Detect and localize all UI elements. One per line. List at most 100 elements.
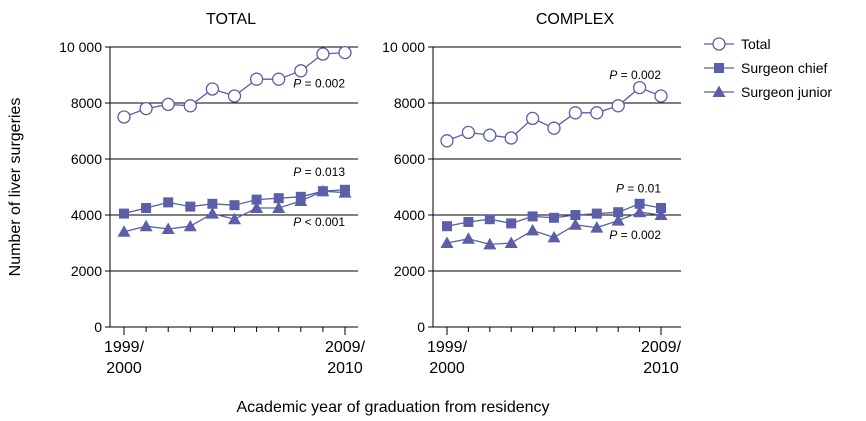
- y-tick-label: 0: [94, 319, 102, 335]
- data-point-surgeon-chief: [207, 198, 218, 209]
- data-point-surgeon-junior: [161, 222, 175, 234]
- p-value-annotation: P = 0.01: [616, 182, 661, 196]
- data-point-total: [117, 110, 131, 124]
- data-point-total: [611, 99, 625, 113]
- data-point-surgeon-junior: [483, 237, 497, 250]
- legend-label-total: Total: [741, 36, 771, 52]
- data-point-surgeon-chief: [527, 211, 538, 222]
- chart-panel-complex: COMPLEX 0 2000 4000 6000 8000 10 000 1999/2000 2…: [382, 11, 681, 377]
- legend-label-surgeon-chief: Surgeon chief: [741, 60, 828, 76]
- data-point-total: [316, 47, 330, 61]
- y-tick-label: 2000: [394, 263, 425, 279]
- data-point-total: [272, 72, 286, 86]
- legend-marker-surgeon-junior: [712, 85, 726, 97]
- data-point-surgeon-junior: [139, 219, 153, 232]
- data-point-surgeon-junior: [228, 212, 241, 225]
- data-point-surgeon-junior: [654, 208, 668, 220]
- p-value-annotation: P = 0.002: [293, 77, 345, 91]
- legend-marker-surgeon-chief: [714, 63, 724, 73]
- data-point-surgeon-junior: [294, 194, 308, 206]
- panel-title: TOTAL: [206, 11, 256, 28]
- y-tick-label: 2000: [71, 263, 102, 279]
- data-point-total: [161, 97, 175, 112]
- data-point-surgeon-chief: [442, 221, 452, 232]
- p-value-annotation: P = 0.002: [609, 228, 661, 242]
- data-point-surgeon-junior: [316, 184, 330, 197]
- x-tick-label: 2009/: [641, 339, 682, 356]
- data-point-surgeon-chief: [141, 203, 152, 213]
- data-point-surgeon-chief: [656, 203, 666, 213]
- data-point-surgeon-junior: [568, 218, 582, 230]
- data-point-surgeon-chief: [484, 214, 495, 225]
- data-point-total: [440, 134, 454, 148]
- data-point-surgeon-chief: [613, 207, 624, 218]
- data-point-total: [205, 82, 220, 96]
- data-point-surgeon-chief: [119, 208, 129, 219]
- data-point-surgeon-chief: [634, 198, 645, 209]
- y-tick-label: 8000: [71, 95, 102, 111]
- chart-panel-total: TOTAL 0 2000 4000 6000 8000 10 000 1999/2000 200…: [59, 11, 365, 377]
- data-point-surgeon-chief: [591, 208, 602, 219]
- y-tick-label: 10 000: [382, 39, 425, 55]
- data-point-surgeon-chief: [463, 217, 474, 227]
- data-point-surgeon-junior: [547, 230, 561, 243]
- data-point-surgeon-junior: [526, 223, 540, 236]
- legend: Total Surgeon chief Surgeon junior: [704, 36, 832, 100]
- data-point-total: [227, 89, 242, 103]
- data-point-total: [338, 45, 352, 60]
- x-tick-label: 2000: [429, 360, 465, 377]
- legend-marker-total: [712, 37, 726, 51]
- data-point-total: [139, 101, 153, 116]
- data-point-surgeon-junior: [338, 186, 352, 198]
- data-point-total: [483, 128, 497, 142]
- data-point-total: [525, 111, 540, 126]
- data-point-surgeon-junior: [504, 236, 518, 248]
- x-axis-label: Academic year of graduation from residen…: [236, 399, 549, 416]
- data-point-surgeon-chief: [549, 212, 559, 223]
- data-point-surgeon-junior: [205, 207, 219, 219]
- y-tick-label: 6000: [394, 151, 425, 167]
- data-point-surgeon-junior: [590, 221, 604, 233]
- data-point-surgeon-chief: [229, 200, 240, 211]
- data-point-total: [632, 80, 647, 95]
- data-point-total: [183, 99, 197, 113]
- y-tick-label: 8000: [394, 95, 425, 111]
- y-tick-label: 0: [417, 319, 425, 335]
- data-point-surgeon-junior: [633, 205, 647, 218]
- data-point-surgeon-junior: [461, 232, 475, 244]
- legend-label-surgeon-junior: Surgeon junior: [741, 84, 832, 100]
- x-tick-label: 2010: [327, 360, 363, 377]
- data-point-surgeon-junior: [611, 214, 625, 226]
- y-tick-label: 4000: [394, 207, 425, 223]
- data-point-surgeon-junior: [440, 236, 454, 248]
- data-point-surgeon-junior: [117, 225, 131, 237]
- x-tick-label: 1999/: [427, 339, 468, 356]
- data-point-surgeon-chief: [273, 193, 284, 204]
- x-tick-label: 2009/: [325, 339, 366, 356]
- panel-title: COMPLEX: [536, 11, 615, 28]
- data-point-surgeon-chief: [506, 218, 517, 229]
- data-point-surgeon-chief: [185, 201, 196, 212]
- data-point-total: [654, 89, 668, 103]
- p-value-annotation: P < 0.001: [293, 215, 345, 229]
- y-axis-label: Number of liver surgeries: [7, 98, 24, 277]
- y-tick-label: 6000: [71, 151, 102, 167]
- data-point-surgeon-junior: [272, 201, 286, 213]
- data-point-surgeon-chief: [570, 210, 581, 220]
- data-point-total: [249, 72, 264, 86]
- data-point-total: [504, 131, 518, 145]
- p-value-annotation: P = 0.002: [609, 68, 661, 82]
- data-point-surgeon-junior: [250, 201, 264, 213]
- data-point-surgeon-chief: [251, 194, 262, 205]
- p-value-annotation: P = 0.013: [293, 165, 345, 179]
- data-point-total: [461, 125, 476, 140]
- y-tick-label: 10 000: [59, 39, 102, 55]
- data-point-total: [294, 64, 308, 78]
- x-tick-label: 1999/: [104, 339, 145, 356]
- data-point-surgeon-junior: [183, 219, 197, 232]
- data-point-total: [590, 106, 604, 120]
- data-point-total: [568, 106, 583, 120]
- y-tick-label: 4000: [71, 207, 102, 223]
- data-point-surgeon-chief: [163, 197, 174, 208]
